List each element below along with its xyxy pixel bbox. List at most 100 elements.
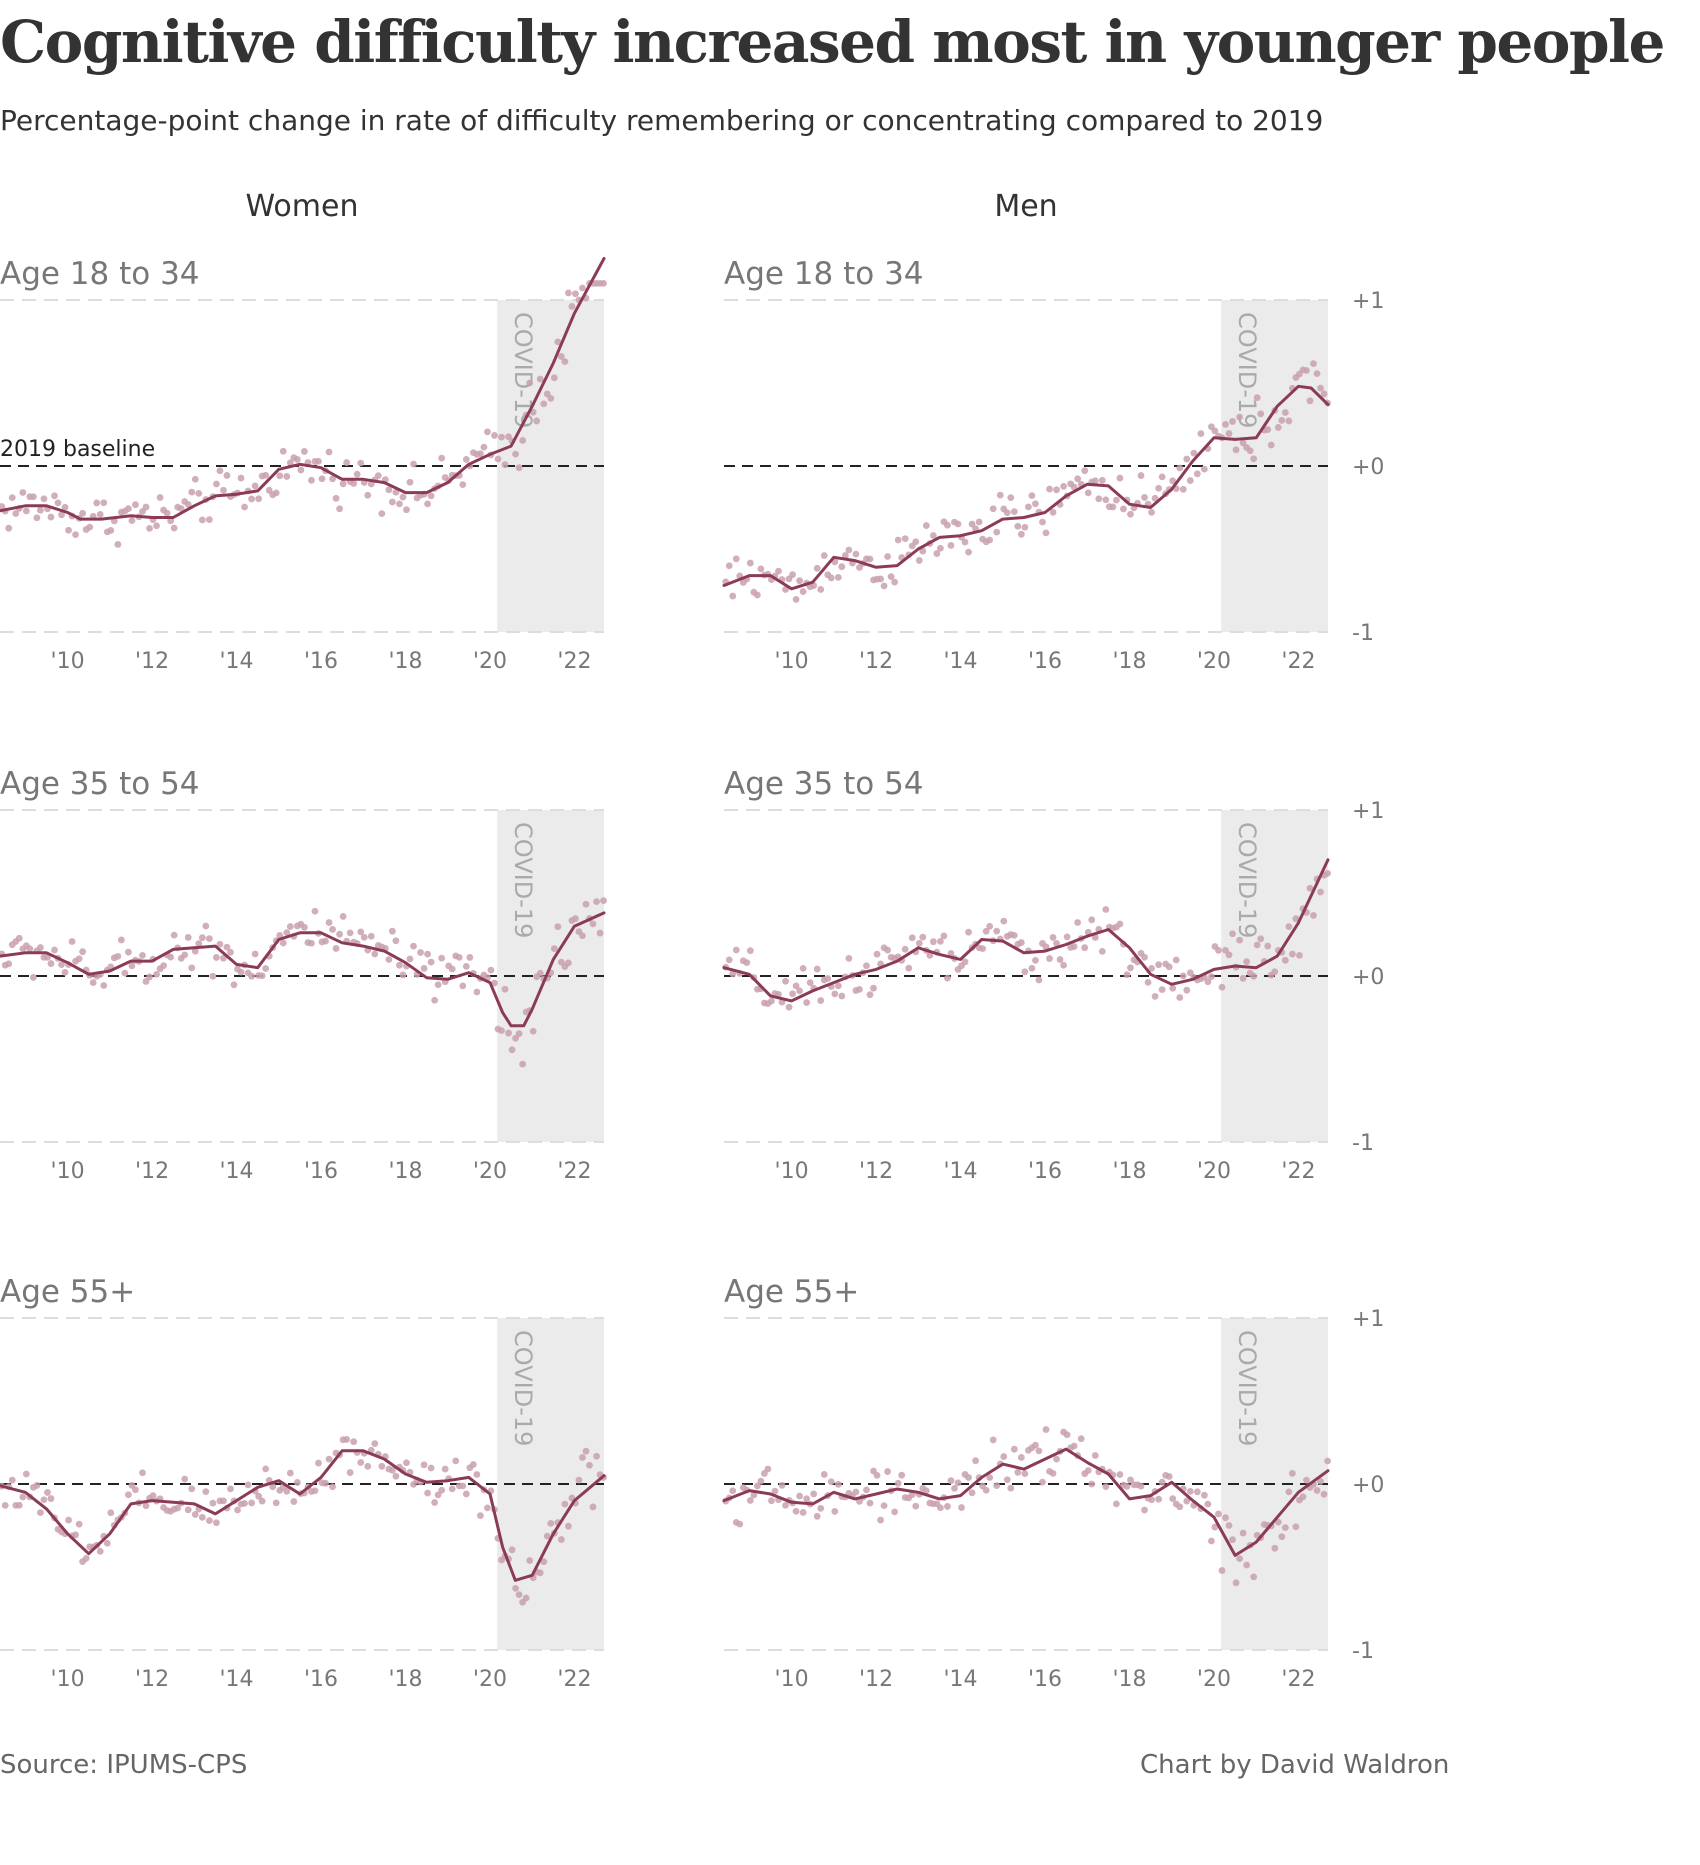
data-point	[1028, 964, 1036, 972]
data-point	[1158, 473, 1166, 481]
data-point	[1088, 1480, 1096, 1488]
data-point	[778, 1481, 786, 1489]
data-point	[184, 501, 192, 508]
data-point	[944, 974, 951, 982]
data-point	[40, 1496, 48, 1504]
data-point	[396, 500, 403, 508]
x-tick-label: '16	[304, 649, 338, 674]
data-point	[982, 1486, 990, 1494]
x-tick-label: '12	[135, 1159, 169, 1184]
data-point	[1148, 1496, 1155, 1504]
data-point	[1250, 1573, 1258, 1581]
data-point	[434, 1491, 442, 1499]
data-point	[72, 1531, 80, 1539]
data-point	[1017, 1454, 1025, 1461]
data-point	[1032, 1441, 1039, 1449]
data-point	[579, 1454, 586, 1461]
data-point	[198, 516, 206, 524]
data-point	[311, 907, 319, 915]
data-point	[824, 975, 832, 982]
x-tick-label: '16	[304, 1667, 338, 1692]
data-point	[757, 1477, 765, 1485]
data-point	[37, 506, 44, 514]
data-point	[220, 1497, 227, 1505]
data-point	[982, 927, 990, 935]
data-point	[508, 1546, 516, 1554]
data-point	[75, 955, 83, 963]
data-point	[114, 541, 122, 548]
data-point	[880, 1502, 888, 1510]
data-point	[501, 461, 509, 469]
data-point	[600, 897, 607, 905]
data-point	[512, 1584, 519, 1592]
data-point	[961, 538, 969, 546]
data-point	[1032, 956, 1039, 964]
data-point	[195, 940, 203, 948]
data-point	[799, 1509, 807, 1516]
data-point	[1014, 1468, 1022, 1476]
data-point	[427, 492, 435, 500]
data-point	[350, 1438, 358, 1446]
data-point	[374, 472, 382, 480]
data-point	[940, 932, 948, 940]
data-point	[262, 471, 270, 479]
data-point	[1151, 992, 1159, 1000]
x-tick-label: '16	[1028, 1667, 1062, 1692]
data-point	[768, 997, 775, 1005]
data-point	[561, 1500, 569, 1508]
data-point	[1035, 1447, 1043, 1455]
data-point	[269, 1483, 277, 1491]
data-point	[33, 1482, 41, 1489]
data-point	[163, 509, 171, 517]
data-point	[1000, 1453, 1008, 1460]
data-point	[1032, 500, 1039, 508]
data-point	[1127, 1476, 1134, 1484]
x-tick-label: '14	[220, 1667, 254, 1692]
data-point	[1053, 486, 1060, 494]
data-point	[944, 521, 951, 529]
data-point	[65, 1516, 72, 1524]
data-point	[933, 550, 941, 557]
data-point	[325, 448, 333, 456]
data-point	[283, 929, 291, 937]
y-tick-label: +1	[1352, 1307, 1384, 1332]
data-point	[1003, 509, 1011, 517]
x-tick-label: '14	[944, 1159, 978, 1184]
data-point	[308, 476, 315, 484]
data-point	[968, 1489, 976, 1497]
data-point	[93, 499, 101, 507]
data-point	[79, 948, 87, 956]
data-point	[1193, 1488, 1201, 1496]
data-point	[1116, 1471, 1124, 1478]
data-point	[1317, 1478, 1324, 1485]
data-point	[831, 990, 839, 998]
data-point	[336, 505, 343, 513]
data-point	[1281, 956, 1289, 964]
data-point	[841, 552, 849, 559]
data-point	[1218, 1567, 1226, 1574]
data-point	[212, 480, 220, 488]
data-point	[1042, 529, 1050, 537]
data-point	[322, 1479, 329, 1487]
data-point	[554, 923, 562, 931]
data-point	[1278, 1533, 1286, 1541]
data-point	[1060, 961, 1067, 969]
data-point	[177, 505, 185, 513]
data-point	[438, 954, 446, 962]
data-point	[258, 972, 266, 980]
data-point	[293, 1479, 301, 1486]
data-point	[519, 1060, 527, 1068]
data-point	[519, 437, 527, 444]
x-tick-label: '20	[473, 1159, 507, 1184]
data-point	[873, 950, 881, 958]
x-tick-label: '16	[304, 1159, 338, 1184]
data-point	[1264, 942, 1272, 950]
data-point	[827, 1478, 835, 1486]
data-point	[813, 965, 821, 973]
data-point	[473, 988, 481, 996]
x-tick-label: '14	[944, 649, 978, 674]
data-point	[406, 955, 414, 963]
x-tick-label: '18	[1112, 1667, 1146, 1692]
data-point	[1074, 919, 1082, 926]
data-point	[364, 1462, 372, 1470]
